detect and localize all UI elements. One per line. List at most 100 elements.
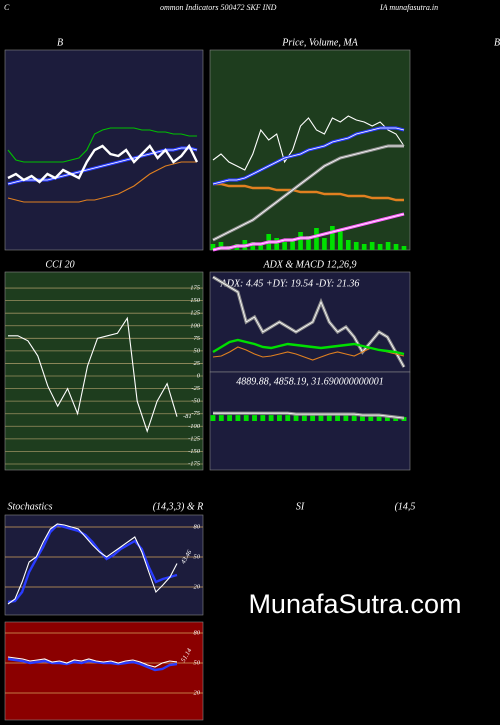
bar	[318, 415, 324, 421]
series-line	[7, 143, 199, 184]
series-line-inner	[212, 127, 405, 185]
series-line	[7, 127, 197, 163]
y-tick-label: 80	[194, 523, 201, 530]
bar	[393, 244, 399, 250]
bar	[285, 415, 291, 421]
series-line-inner	[212, 276, 405, 368]
bar	[218, 415, 224, 421]
bar	[345, 240, 351, 250]
panel	[4, 271, 204, 471]
bar	[235, 415, 241, 421]
bar	[274, 238, 279, 250]
y-tick-label: 80	[194, 629, 201, 636]
bar	[218, 242, 224, 250]
series-line-inner	[212, 213, 405, 251]
panel-subtitle: (14,5	[395, 501, 416, 512]
series-line	[7, 523, 178, 605]
bar	[377, 244, 383, 250]
series-line-inner	[213, 412, 405, 419]
bar	[298, 232, 303, 250]
y-tick-label: 125	[190, 310, 201, 317]
edge-label: B	[494, 37, 500, 48]
y-tick-label: 175	[190, 285, 201, 292]
y-tick-label: 50	[194, 347, 201, 354]
y-tick-label: -100	[188, 423, 201, 430]
y-tick-label: -75	[191, 410, 200, 417]
bar	[343, 415, 349, 421]
bar	[277, 415, 282, 421]
bar	[401, 246, 407, 250]
bar	[210, 415, 216, 421]
bar	[369, 242, 375, 250]
bar	[330, 226, 335, 250]
series-line	[213, 182, 404, 202]
bar	[385, 242, 391, 250]
bar	[252, 415, 257, 421]
series-line	[7, 523, 178, 604]
bar	[351, 415, 357, 421]
y-tick-label: 75	[194, 335, 201, 342]
bar	[243, 415, 249, 421]
panel-title: B	[57, 37, 63, 48]
y-tick-label: 50	[194, 659, 201, 666]
bar	[210, 244, 216, 250]
bar	[282, 242, 287, 250]
series-line	[212, 115, 405, 171]
series-line	[7, 656, 178, 668]
bar	[314, 228, 319, 250]
bar	[361, 244, 367, 250]
panel	[4, 621, 204, 721]
header-left: C	[4, 3, 10, 12]
panel-subtitle: (14,3,3) & R	[153, 501, 204, 512]
series-line-inner	[212, 145, 404, 241]
bar	[260, 415, 266, 421]
bar	[376, 416, 382, 421]
watermark: MunafaSutra.com	[248, 589, 461, 619]
y-tick-label: -125	[188, 435, 201, 442]
bar	[322, 238, 327, 250]
bar	[227, 415, 233, 421]
bar	[335, 415, 340, 421]
bar	[306, 236, 311, 250]
series-line	[7, 161, 197, 203]
bar	[293, 415, 299, 421]
bar	[290, 240, 295, 250]
bar	[401, 417, 407, 421]
panel	[4, 514, 204, 616]
bar	[258, 244, 264, 250]
y-tick-label: -25	[191, 385, 200, 392]
panel-title: Stochastics	[8, 501, 53, 512]
bar	[368, 416, 374, 421]
panel-subtitle: 4889.88, 4858.19, 31.690000000001	[236, 376, 384, 387]
y-tick-label: 20	[194, 583, 201, 590]
panel-title: Price, Volume, MA	[281, 37, 358, 48]
bar	[250, 242, 256, 250]
y-tick-label: 150	[190, 297, 201, 304]
y-tick-label: 25	[194, 360, 201, 367]
y-tick-label: -175	[188, 460, 201, 467]
panel-title: SI	[296, 501, 305, 512]
series-line	[8, 316, 178, 434]
bar	[310, 415, 316, 421]
panel-title: ADX & MACD 12,26,9	[262, 259, 356, 270]
y-tick-label: 20	[194, 689, 201, 696]
panel-subtitle: ADX: 4.45 +DY: 19.54 -DY: 21.36	[220, 278, 360, 289]
panel-title: CCI 20	[45, 259, 74, 270]
bar	[393, 417, 399, 421]
y-tick-label: -150	[188, 448, 201, 455]
y-tick-label: -50	[191, 398, 200, 405]
bar	[384, 416, 390, 421]
header-center: ommon Indicators 500472 SKF IND	[160, 3, 277, 12]
bar	[268, 415, 274, 421]
bar	[301, 415, 307, 421]
bar	[353, 242, 359, 250]
y-tick-label: 0	[197, 373, 201, 380]
header-right: IA munafasutra.in	[379, 3, 438, 12]
value-label: -81	[183, 413, 192, 420]
series-line	[7, 657, 178, 672]
bar	[326, 415, 332, 421]
y-tick-label: 50	[194, 553, 201, 560]
bar	[338, 230, 343, 250]
series-line	[212, 338, 405, 356]
